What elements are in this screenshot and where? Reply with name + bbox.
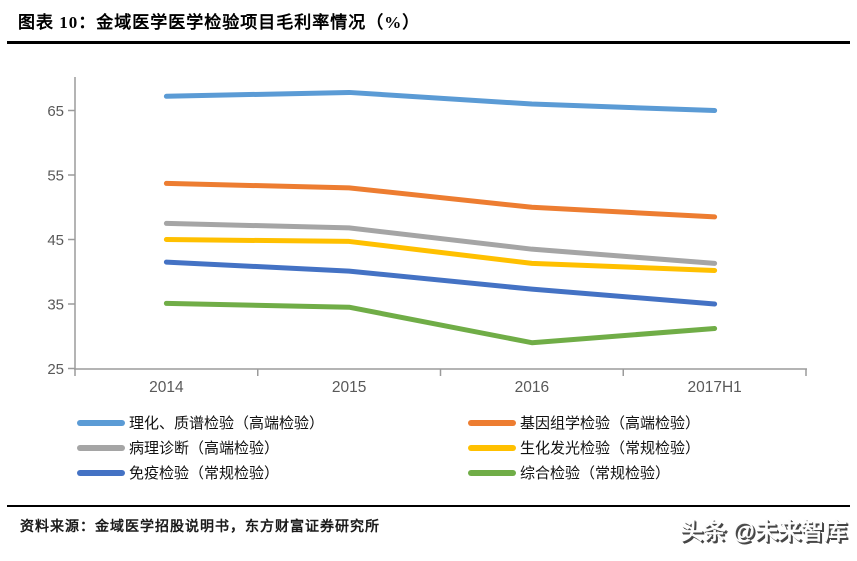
x-tick-label: 2016 [515,379,549,396]
legend-item-2: 病理诊断（高端检验） [77,436,468,459]
legend-label: 综合检验（常规检验） [520,466,671,482]
legend-item-3: 生化发光检验（常规检验） [468,436,777,459]
legend-marker-icon [468,444,516,451]
legend-item-4: 免疫检验（常规检验） [77,461,468,484]
x-tick-label: 2015 [332,379,366,396]
y-tick-label: 35 [47,297,64,314]
legend-label: 理化、质谱检验（高端检验） [129,416,325,432]
legend-marker-icon [77,469,125,476]
legend-item-0: 理化、质谱检验（高端检验） [77,411,468,434]
x-tick-label: 2017H1 [687,379,741,396]
footer-divider-rule [7,505,850,507]
legend-item-5: 综合检验（常规检验） [468,461,777,484]
figure-title: 图表 10：金域医学医学检验项目毛利率情况（%） [18,13,421,32]
toutiao-watermark: 头条 @未来智库 [680,518,847,544]
legend-marker-icon [468,469,516,476]
title-underline-rule [7,41,850,44]
legend-marker-icon [77,419,125,426]
legend-label: 免疫检验（常规检验） [129,466,280,482]
x-tick-label: 2014 [149,379,184,396]
legend-marker-icon [77,444,125,451]
chart-legend: 理化、质谱检验（高端检验） 基因组学检验（高端检验） 病理诊断（高端检验） 生化发光检… [77,411,777,484]
series-line-4 [163,259,718,307]
series-line-0 [163,89,718,113]
series-line-3 [163,237,718,273]
series-line-5 [163,300,718,346]
y-tick-label: 45 [47,232,64,249]
y-tick-label: 65 [47,103,64,120]
data-source-note: 资料来源：金域医学招股说明书，东方财富证券研究所 [20,520,380,535]
legend-label: 基因组学检验（高端检验） [520,416,701,432]
y-tick-label: 55 [47,168,64,185]
legend-item-1: 基因组学检验（高端检验） [468,411,777,434]
legend-marker-icon [468,419,516,426]
legend-label: 病理诊断（高端检验） [129,441,280,457]
legend-label: 生化发光检验（常规检验） [520,441,701,457]
series-line-2 [163,220,718,266]
series-line-1 [163,180,718,220]
y-tick-label: 25 [47,361,64,378]
